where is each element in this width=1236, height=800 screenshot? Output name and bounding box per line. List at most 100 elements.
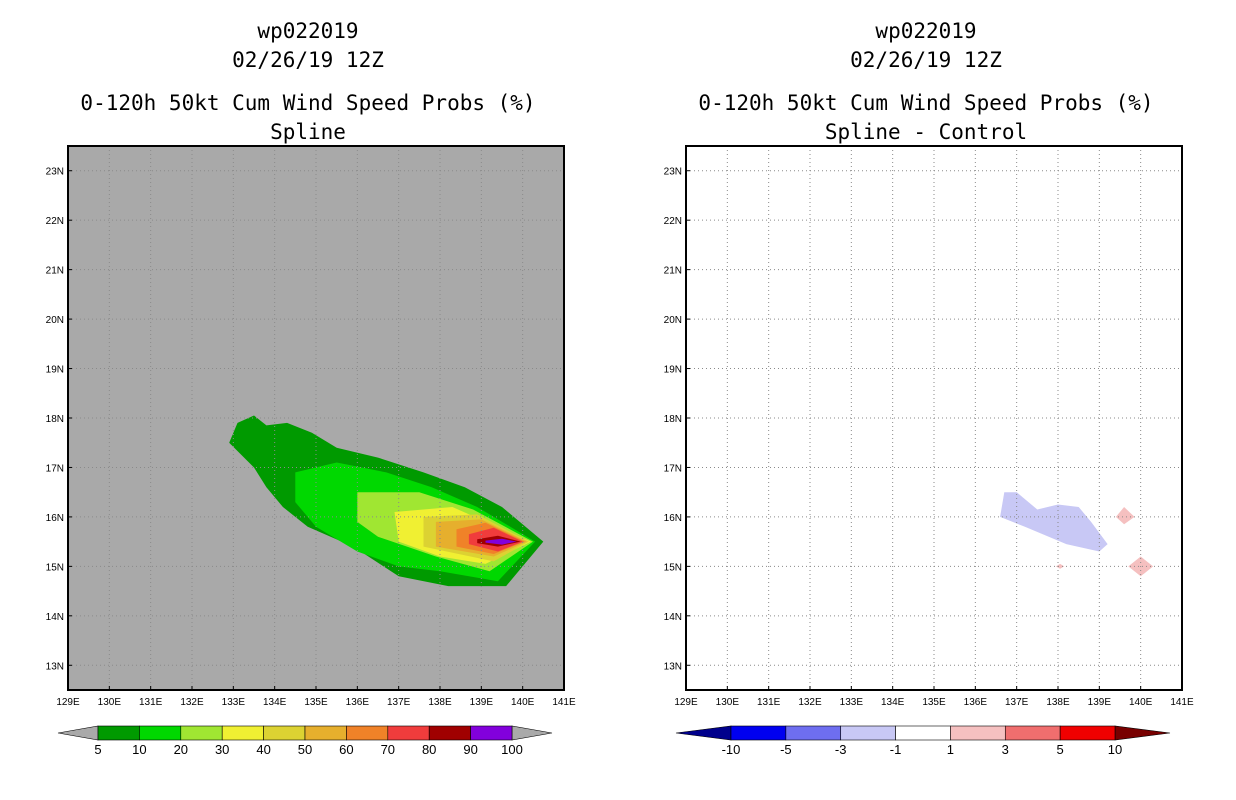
x-tick-label: 138E (1046, 697, 1070, 708)
x-tick-label: 139E (1088, 697, 1112, 708)
right-storm-id: wp022019 (875, 19, 976, 43)
colorbar-label: 10 (132, 742, 146, 757)
contour-fill-4 (1055, 563, 1065, 569)
colorbar-label: 80 (422, 742, 436, 757)
left-map-panel: 129E 130E 131E 132E 133E 134E 135E 136E 137E 138E… (46, 145, 576, 708)
x-tick-label: 137E (1005, 697, 1029, 708)
colorbar-box (785, 725, 842, 741)
right-map-panel: 129E 130E 131E 132E 133E 134E 135E 136E 137E 138E… (664, 145, 1194, 708)
y-tick-label: 22N (46, 216, 64, 227)
colorbar-label: 5 (94, 742, 101, 757)
colorbar-left-arrow (57, 725, 99, 741)
right-chart-subtitle: Spline - Control (825, 120, 1027, 144)
y-tick-label: 19N (664, 365, 682, 376)
colorbar-label: 30 (215, 742, 229, 757)
colorbar-label: 70 (381, 742, 395, 757)
x-tick-label: 134E (263, 697, 287, 708)
x-tick-label: 141E (552, 697, 576, 708)
y-tick-label: 18N (46, 414, 64, 425)
colorbar-label: 1 (947, 742, 954, 757)
y-tick-label: 21N (664, 266, 682, 277)
colorbar-box (428, 725, 471, 741)
y-tick-label: 17N (664, 463, 682, 474)
colorbar-box (304, 725, 347, 741)
y-tick-label: 22N (664, 216, 682, 227)
contour-fill-10 (485, 538, 517, 545)
x-tick-label: 130E (98, 697, 122, 708)
y-tick-label: 20N (46, 315, 64, 326)
colorbar-box (97, 725, 140, 741)
colorbar-label: 60 (339, 742, 353, 757)
y-tick-label: 13N (46, 661, 64, 672)
colorbar-label: 10 (1108, 742, 1122, 757)
y-tick-label: 13N (664, 661, 682, 672)
y-tick-label: 16N (664, 513, 682, 524)
colorbar-right-arrow (511, 725, 553, 741)
colorbar-label: -1 (890, 742, 902, 757)
colorbar-label: 50 (298, 742, 312, 757)
x-tick-label: 138E (428, 697, 452, 708)
left-storm-id: wp022019 (257, 19, 358, 43)
y-tick-label: 23N (46, 167, 64, 178)
colorbar-box (730, 725, 787, 741)
x-tick-label: 132E (180, 697, 204, 708)
colorbar-label: 90 (463, 742, 477, 757)
y-tick-label: 17N (46, 463, 64, 474)
x-tick-label: 133E (222, 697, 246, 708)
y-tick-label: 16N (46, 513, 64, 524)
colorbar-box (263, 725, 306, 741)
x-tick-label: 133E (840, 697, 864, 708)
contour-layer (229, 415, 544, 587)
colorbar-box (180, 725, 223, 741)
y-tick-label: 15N (46, 562, 64, 573)
colorbar-box (139, 725, 182, 741)
right-date-label: 02/26/19 12Z (850, 48, 1002, 72)
colorbar-label: 5 (1057, 742, 1064, 757)
colorbar-label: 3 (1002, 742, 1009, 757)
colorbar-left-arrow (675, 725, 732, 741)
y-tick-label: 15N (664, 562, 682, 573)
contour-fill-2 (1115, 507, 1135, 525)
colorbar-box (950, 725, 1006, 741)
left-chart-title: 0-120h 50kt Cum Wind Speed Probs (%) (80, 91, 535, 115)
colorbar-box (1004, 725, 1061, 741)
left-date-label: 02/26/19 12Z (232, 48, 384, 72)
x-tick-label: 129E (56, 697, 80, 708)
colorbar-label: 40 (256, 742, 270, 757)
x-tick-label: 132E (798, 697, 822, 708)
x-tick-label: 137E (387, 697, 411, 708)
colorbar-label: 100 (501, 742, 523, 757)
x-tick-label: 139E (470, 697, 494, 708)
right-colorbar: -10 -5 -3 -1 1 3 5 10 (675, 725, 1171, 757)
x-tick-label: 135E (922, 697, 946, 708)
colorbar-box (840, 725, 896, 741)
x-tick-label: 129E (674, 697, 698, 708)
colorbar-label: 20 (174, 742, 188, 757)
y-tick-label: 14N (664, 612, 682, 623)
colorbar-box (221, 725, 264, 741)
colorbar-box (895, 725, 951, 741)
left-colorbar: 5 10 20 30 40 50 60 70 80 90 100 (57, 725, 553, 757)
x-tick-label: 130E (716, 697, 740, 708)
x-tick-label: 136E (964, 697, 988, 708)
y-tick-label: 18N (664, 414, 682, 425)
x-tick-label: 134E (881, 697, 905, 708)
left-chart-subtitle: Spline (270, 120, 346, 144)
x-tick-label: 131E (139, 697, 163, 708)
colorbar-box (470, 725, 513, 741)
y-tick-label: 23N (664, 167, 682, 178)
colorbar-box (346, 725, 389, 741)
contour-fill-1 (1000, 492, 1108, 552)
x-tick-label: 140E (511, 697, 535, 708)
x-tick-label: 135E (304, 697, 328, 708)
colorbar-right-arrow (1114, 725, 1171, 741)
colorbar-box (1059, 725, 1116, 741)
y-tick-label: 19N (46, 365, 64, 376)
colorbar-label: -3 (835, 742, 847, 757)
y-tick-label: 14N (46, 612, 64, 623)
right-chart-title: 0-120h 50kt Cum Wind Speed Probs (%) (698, 91, 1153, 115)
colorbar-label: -10 (722, 742, 741, 757)
x-tick-label: 140E (1129, 697, 1153, 708)
y-tick-label: 20N (664, 315, 682, 326)
